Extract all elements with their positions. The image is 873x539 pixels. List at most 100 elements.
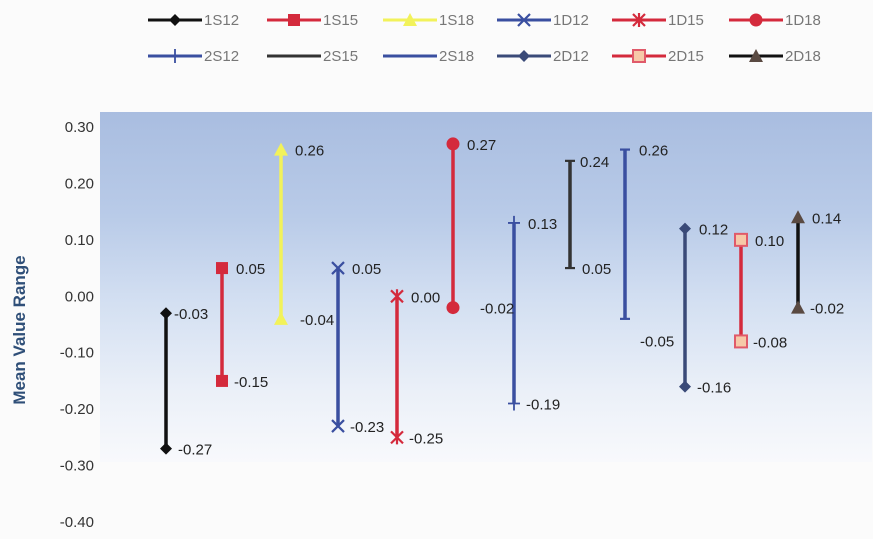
legend-item-1s12: 1S12: [148, 12, 239, 29]
high-value-label: 0.00: [411, 289, 440, 306]
low-marker: [508, 396, 520, 411]
legend-item-1d18: 1D18: [729, 12, 821, 29]
low-value-label: -0.15: [234, 374, 268, 391]
low-marker: [734, 334, 748, 349]
legend-label: 2D12: [553, 48, 589, 65]
legend-marker-icon: [517, 13, 531, 27]
legend-label: 1D12: [553, 12, 589, 29]
legend-item-2d12: 2D12: [497, 48, 589, 65]
high-marker: [390, 289, 404, 304]
high-value-label: 0.26: [639, 143, 668, 160]
low-value-label: -0.02: [810, 301, 844, 318]
legend-item-2s15: 2S15: [267, 48, 358, 65]
high-marker: [508, 215, 520, 230]
high-value-label: 0.24: [580, 154, 609, 171]
low-value-label: 0.05: [582, 261, 611, 278]
legend-item-1s18: 1S18: [383, 12, 474, 29]
low-marker: [274, 311, 288, 325]
high-marker: [274, 142, 288, 156]
low-marker: [331, 419, 345, 433]
y-tick-label: 0.00: [65, 288, 94, 305]
range-series-2d15: 0.10 -0.08: [734, 232, 787, 351]
y-tick-label: 0.10: [65, 232, 94, 249]
legend-label: 1D18: [785, 12, 821, 29]
range-series-2d12: 0.12 -0.16: [679, 222, 731, 397]
low-value-label: -0.19: [526, 397, 560, 414]
range-series-2d18: 0.14 -0.02: [791, 210, 844, 318]
range-series-1d12: 0.05 -0.23: [331, 261, 384, 436]
low-marker: [446, 301, 460, 315]
y-tick-label: -0.20: [60, 401, 94, 418]
legend-label: 2S12: [204, 48, 239, 65]
range-series-1s18: 0.26: [274, 142, 324, 325]
high-value-label: 0.12: [699, 222, 728, 239]
low-marker: [160, 442, 172, 455]
legend-label: 2S18: [439, 48, 474, 65]
y-tick-label: -0.40: [60, 514, 94, 531]
range-series-1d15: 0.00 -0.25: [390, 289, 443, 447]
legend-label: 2D15: [668, 48, 704, 65]
high-value-label: 0.05: [236, 261, 265, 278]
y-tick-label: 0.30: [65, 119, 94, 136]
legend-marker-icon: [169, 49, 181, 63]
plot-area: -0.03 -0.27 0.05 -0.15 0.26 0.05 -0.23 0.00 -0.2…: [160, 137, 844, 459]
legend-marker-icon: [288, 14, 300, 26]
y-tick-label: 0.20: [65, 175, 94, 192]
range-series-2s12: 0.13 -0.19: [508, 216, 560, 414]
legend-marker-icon: [632, 13, 646, 27]
range-series-1s12: -0.03 -0.27: [160, 306, 212, 459]
legend-label: 1S15: [323, 12, 358, 29]
y-tick-label: -0.30: [60, 458, 94, 475]
low-marker: [390, 430, 404, 445]
y-tick-label: -0.10: [60, 345, 94, 362]
high-value-label: 0.14: [812, 210, 841, 227]
legend-marker-icon: [403, 13, 417, 26]
legend: 1S12 1S15 1S18 1D12 1D15 1D18 2S12 2S15 2S18 2D12…: [148, 12, 821, 65]
legend-item-2s12: 2S12: [148, 48, 239, 65]
legend-item-1d12: 1D12: [497, 12, 589, 29]
legend-marker-icon: [169, 14, 181, 26]
legend-label: 2D18: [785, 48, 821, 65]
legend-item-2d15: 2D15: [612, 48, 704, 65]
range-series-2s18: 0.26: [620, 143, 668, 320]
legend-label: 2S15: [323, 48, 358, 65]
legend-marker-icon: [749, 13, 763, 27]
low-marker: [791, 300, 805, 314]
legend-item-2s18: 2S18: [383, 48, 474, 65]
high-marker: [331, 261, 345, 275]
legend-item-1d15: 1D15: [612, 12, 704, 29]
high-marker: [160, 307, 172, 320]
high-value-label: 0.26: [295, 143, 324, 160]
shared-low-value-label: -0.04: [300, 312, 334, 329]
y-axis-label: Mean Value Range: [10, 255, 29, 404]
range-series-1d18: 0.27: [446, 137, 496, 315]
high-value-label: 0.27: [467, 137, 496, 154]
high-value-label: 0.05: [352, 261, 381, 278]
legend-label: 1S18: [439, 12, 474, 29]
shared-low-value-label: -0.05: [640, 334, 674, 351]
high-value-label: 0.13: [528, 216, 557, 233]
shared-low-value-label: -0.02: [480, 301, 514, 318]
low-value-label: -0.23: [350, 419, 384, 436]
low-value-label: -0.08: [753, 334, 787, 351]
low-marker: [679, 380, 691, 393]
high-marker: [446, 137, 460, 151]
y-axis: 0.30 0.20 0.10 0.00 -0.10 -0.20 -0.30 -0.40: [60, 119, 94, 531]
high-marker: [216, 262, 228, 275]
legend-item-1s15: 1S15: [267, 12, 358, 29]
low-value-label: -0.16: [697, 380, 731, 397]
high-marker: [791, 210, 805, 224]
range-series-2s15: 0.24 0.05: [565, 154, 611, 278]
legend-label: 1S12: [204, 12, 239, 29]
high-marker: [679, 222, 691, 235]
high-marker: [734, 232, 748, 247]
legend-label: 1D15: [668, 12, 704, 29]
plot-background: [100, 112, 872, 462]
legend-marker-icon: [518, 50, 530, 62]
low-value-label: -0.27: [178, 442, 212, 459]
high-value-label: -0.03: [174, 306, 208, 323]
legend-item-2d18: 2D18: [729, 48, 821, 65]
low-marker: [216, 374, 228, 387]
range-series-1s15: 0.05 -0.15: [216, 261, 268, 391]
